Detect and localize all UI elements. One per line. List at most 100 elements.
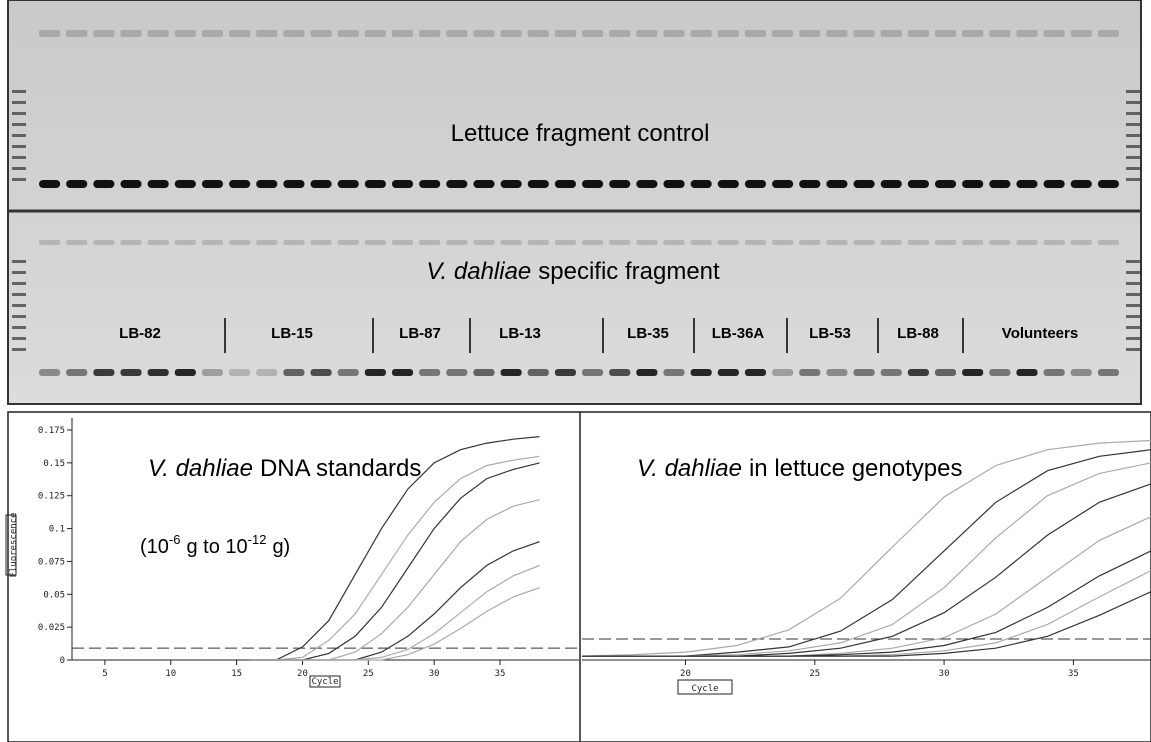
band [690,369,712,376]
ladder-band [1126,337,1140,340]
amplification-curve [249,455,540,661]
group-label: LB-36A [712,325,765,342]
band [962,180,984,188]
band [799,180,821,188]
band [934,369,957,376]
band [772,180,794,188]
x-tick-label: 15 [231,669,242,679]
band [147,369,169,376]
ladder-band [12,112,26,115]
band [717,369,739,376]
well [147,240,169,245]
well [39,240,61,245]
band [772,369,794,376]
well [744,30,767,37]
group-label: LB-13 [499,325,541,342]
well [527,240,549,245]
subtitle-part: g) [272,536,290,558]
well [989,30,1011,37]
y-axis-label: Fluorescence [9,512,19,577]
well [1070,240,1092,245]
band [93,180,115,188]
band [663,369,685,376]
y-tick-label: 0.125 [38,492,65,502]
well [690,240,712,245]
band [663,180,685,188]
band [1070,180,1092,188]
band [419,369,441,376]
band [337,369,359,376]
ladder-band [1126,123,1140,126]
x-tick-label: 20 [680,669,691,679]
band [609,369,631,376]
well [609,240,631,245]
well [66,30,88,37]
group-label: LB-82 [119,325,161,342]
group-label: Volunteers [1002,325,1078,342]
ladder-band [1126,293,1140,296]
band [880,369,902,376]
x-tick-label: 30 [939,669,950,679]
ladder-band [1126,304,1140,307]
well [201,30,224,37]
gel-title-rest: specific fragment [538,258,720,285]
band [527,180,549,188]
band [554,369,576,376]
band [907,369,929,376]
x-tick-label: 10 [165,669,176,679]
amplification-curve [249,436,540,661]
band [582,369,604,376]
band [500,369,522,376]
band [39,369,61,376]
band [364,369,386,376]
ladder-band [12,90,26,93]
well [527,30,549,37]
well [636,30,658,37]
y-axis-label-box [5,514,17,576]
well [310,240,332,245]
well [907,30,929,37]
well [147,30,169,37]
x-tick-label: 20 [297,669,308,679]
well [120,240,142,245]
well [446,30,468,37]
gel-title-italic: V. dahliae [426,258,531,285]
ladder-band [12,315,26,318]
well [337,240,359,245]
well [256,240,278,245]
ladder-band [12,178,26,181]
ladder-band [12,156,26,159]
ladder-band [1126,282,1140,285]
ladder-band [1126,178,1140,181]
well [364,30,386,37]
band [310,180,332,188]
band [1043,369,1065,376]
well [93,240,115,245]
well [1097,30,1119,37]
y-tick-label: 0 [60,656,65,666]
well [636,240,658,245]
group-label: LB-53 [809,325,851,342]
ladder-band [1126,260,1140,263]
band [989,369,1011,376]
well [229,240,251,245]
well [66,240,88,245]
band [1097,369,1119,376]
well [310,30,332,37]
band [826,180,848,188]
well [201,240,224,245]
well [1016,240,1038,245]
chart-title-italic: V. dahliae [637,455,742,482]
band [500,180,522,188]
well [1043,240,1065,245]
subtitle-part: -6 [169,532,181,547]
well [934,30,957,37]
x-tick-label: 35 [1068,669,1079,679]
gel-title: V. dahliae specific fragment [426,258,720,285]
band [989,180,1011,188]
y-tick-label: 0.05 [43,590,65,600]
well [419,30,441,37]
well [554,240,576,245]
band [799,369,821,376]
band [853,180,875,188]
